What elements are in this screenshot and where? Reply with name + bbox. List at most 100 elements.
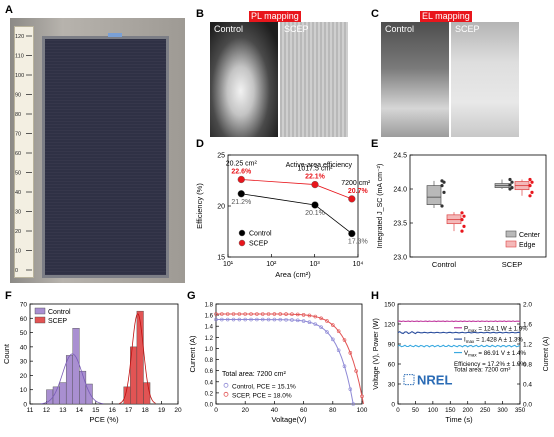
total-area-annotation: Total area: 7200 cm²: [454, 366, 510, 373]
legend-swatch-edge: [505, 240, 517, 248]
x-tick-label: 100: [428, 407, 439, 414]
panel-label-a: A: [5, 4, 13, 16]
legend-swatch-center: [505, 230, 517, 238]
chart-h-mpp: 0 30 60 90 120 150 0.0 0.4 0.8 1.2 1.6 2.0 0 50 100 150…: [373, 302, 550, 425]
iv-point: [260, 312, 265, 316]
iv-point: [354, 369, 358, 373]
data-point-control: [348, 229, 356, 238]
iv-point: [351, 402, 356, 406]
iv-point: [214, 317, 218, 322]
histogram-bar-control: [59, 382, 67, 405]
data-label: 20.7%: [348, 188, 369, 195]
y-tick-label-right: 2.0: [523, 302, 532, 309]
y-tick-label: 0: [23, 402, 27, 409]
x-axis-label: Time (s): [445, 415, 473, 424]
iv-point: [325, 319, 329, 323]
x-tick-label: 17: [125, 407, 133, 414]
panel-label-e: E: [371, 138, 379, 150]
y-tick-label: 25: [217, 153, 225, 160]
legend-marker: [223, 391, 229, 397]
y-axis-label-right: Current (A): [543, 337, 550, 372]
el-mapping-tag: EL mapping: [420, 11, 472, 22]
legend-label: SCEP, PCE = 18.0%: [232, 392, 292, 399]
data-point: [440, 204, 444, 208]
x-tick-label: 40: [271, 407, 279, 414]
legend-label-control: Control: [249, 231, 272, 238]
iv-point: [272, 317, 277, 322]
area-label: 7200 cm²: [341, 180, 370, 187]
legend-label-v_max: Vmax = 86.91 V ± 1.4%: [464, 350, 526, 358]
x-tick-label: 20: [242, 407, 250, 414]
ruler-tick-label: 50: [15, 171, 21, 177]
iv-point: [284, 317, 288, 322]
iv-point: [336, 348, 341, 353]
total-area-annotation: Total area: 7200 cm²: [222, 371, 286, 378]
iv-point: [266, 312, 271, 316]
ruler-ticks: 0 10 20 30 40 50 60 70 80 90 100 110 120: [15, 34, 32, 274]
data-point: [528, 177, 532, 182]
legend-swatch-scep: [34, 316, 46, 324]
iv-point: [301, 313, 306, 317]
iv-point: [307, 320, 312, 325]
iv-curve: [216, 319, 354, 405]
iv-point: [331, 337, 335, 342]
legend-swatch-control: [34, 307, 46, 315]
data-point-control: [237, 190, 245, 198]
x-tick-label: 10²: [266, 261, 277, 268]
legend-label: Control, PCE = 15.1%: [232, 383, 296, 390]
ruler-tick-label: 10: [15, 249, 21, 255]
x-tick-label: 80: [329, 407, 337, 414]
panel-label-c: C: [371, 8, 379, 20]
data-point-scep: [348, 195, 356, 203]
iv-point: [243, 317, 248, 322]
y-tick-label-right: 1.6: [523, 322, 532, 329]
x-axis-label: Area (cm²): [275, 270, 311, 279]
iv-point: [307, 313, 312, 318]
panel-label-h: H: [371, 290, 379, 302]
y-axis-label: Efficiency (%): [195, 183, 204, 229]
iv-point: [319, 316, 323, 321]
y-axis-label: Current (A): [188, 335, 197, 373]
data-point: [530, 190, 534, 194]
pl-control-label: Control: [214, 24, 244, 34]
x-axis-label: Voltage(V): [271, 415, 307, 424]
iv-point: [214, 312, 218, 316]
ruler-tick-label: 60: [15, 151, 21, 157]
y-tick-label: 1.6: [205, 314, 214, 320]
x-tick-label: 13: [59, 407, 67, 414]
data-point: [460, 218, 464, 222]
iv-point: [295, 318, 300, 323]
x-tick-label: 10³: [310, 261, 321, 268]
series-line-i_max: [397, 330, 521, 335]
chart-title: Active-area efficiency: [286, 162, 353, 169]
series-line-p_max: [397, 320, 521, 323]
data-point: [508, 177, 512, 182]
iv-point: [348, 387, 353, 391]
plot-frame: [29, 303, 179, 405]
pl-mapping-tag: PL mapping: [249, 11, 301, 22]
iv-point: [220, 317, 224, 322]
efficiency-annotation: Efficiency = 17.2% ± 1.9%: [454, 361, 526, 368]
iv-point: [278, 312, 283, 316]
legend-label-p_max: Pmax = 124.1 W ± 1.9%: [464, 325, 528, 333]
y-tick-label-left: 120: [384, 322, 395, 329]
y-tick-label-left: 30: [388, 382, 396, 389]
x-tick-label: 11: [27, 407, 34, 414]
y-tick-label-left: 0: [391, 402, 395, 409]
iv-point: [249, 312, 253, 316]
ruler-tick-label: 90: [15, 93, 21, 99]
data-point: [462, 224, 466, 228]
series-line-v_max: [397, 344, 521, 348]
y-tick-label: 60: [20, 316, 28, 323]
iv-point: [255, 317, 259, 322]
y-tick-label-right: 0.0: [523, 402, 532, 409]
iv-point: [237, 312, 242, 316]
iv-point: [313, 322, 318, 326]
data-label: 17.3%: [348, 239, 368, 246]
x-tick-label: 150: [445, 407, 456, 414]
el-scep-label: SCEP: [455, 24, 480, 34]
iv-point: [249, 317, 253, 322]
y-axis-label: Integrated J_SC (mA cm⁻²): [377, 164, 384, 249]
x-tick-label: 200: [463, 407, 474, 414]
y-tick-label: 70: [20, 302, 28, 309]
